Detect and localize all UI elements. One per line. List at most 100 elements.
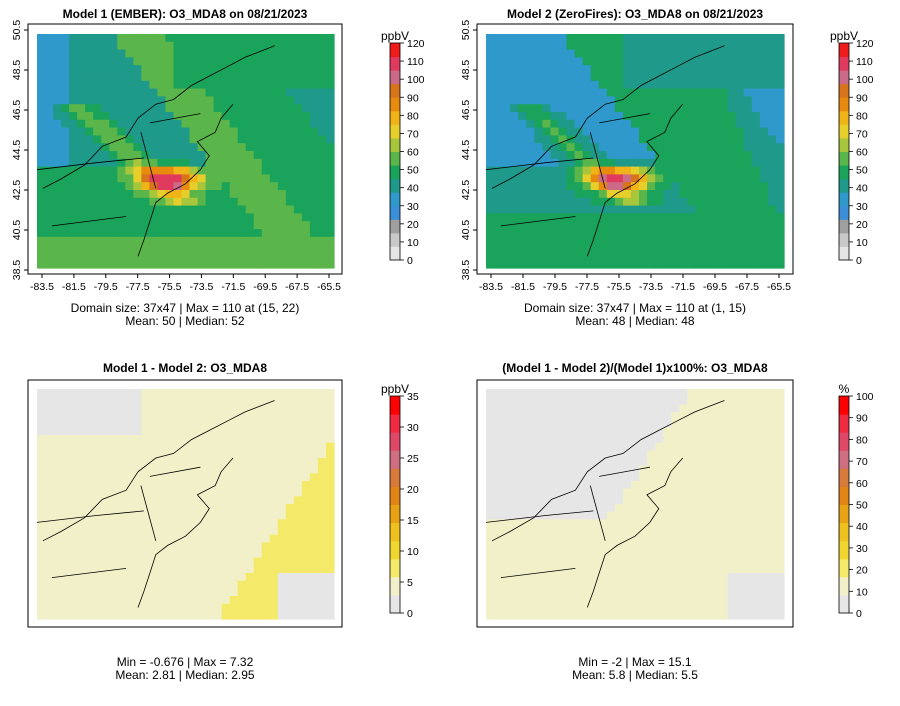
- map-cell: [759, 504, 769, 513]
- map-cell: [590, 158, 600, 168]
- map-cell: [149, 260, 159, 269]
- map-cell: [735, 65, 745, 74]
- map-cell: [639, 588, 648, 597]
- x-tick-label: -67.5: [285, 281, 309, 293]
- map-cell: [133, 527, 142, 536]
- map-cell: [518, 565, 527, 574]
- map-cell: [309, 481, 319, 490]
- map-cell: [229, 534, 239, 543]
- map-cell: [679, 450, 688, 459]
- map-cell: [590, 151, 600, 160]
- map-cell: [77, 389, 86, 398]
- map-cell: [325, 458, 335, 467]
- map-cell: [550, 65, 560, 74]
- map-cell: [590, 419, 600, 428]
- map-cell: [125, 88, 134, 97]
- map-cell: [293, 236, 303, 246]
- map-cell: [550, 119, 560, 129]
- map-cell: [558, 435, 568, 444]
- map-cell: [213, 442, 223, 451]
- map-cell: [157, 88, 167, 97]
- map-cell: [61, 442, 70, 451]
- map-cell: [125, 182, 134, 191]
- map-cell: [117, 427, 126, 436]
- map-cell: [751, 197, 761, 207]
- map-cell: [655, 550, 664, 559]
- map-cell: [93, 190, 102, 199]
- map-cell: [245, 396, 255, 405]
- map-cell: [574, 458, 584, 467]
- map-cell: [574, 88, 584, 97]
- map-cell: [165, 611, 175, 620]
- map-cell: [325, 396, 335, 405]
- map-cell: [711, 182, 721, 191]
- map-cell: [229, 197, 239, 207]
- map-cell: [133, 119, 142, 129]
- map-cell: [735, 588, 745, 597]
- map-cell: [494, 550, 503, 559]
- map-cell: [663, 127, 672, 136]
- map-cell: [486, 458, 495, 467]
- map-cell: [727, 41, 737, 51]
- map-cell: [518, 260, 527, 269]
- map-cell: [574, 252, 584, 261]
- map-cell: [221, 104, 231, 113]
- map-cell: [695, 481, 705, 490]
- map-cell: [101, 166, 110, 175]
- map-cell: [711, 151, 721, 160]
- map-cell: [37, 88, 46, 97]
- map-cell: [687, 65, 696, 74]
- map-cell: [494, 244, 503, 253]
- map-cell: [550, 481, 560, 490]
- map-cell: [85, 527, 94, 536]
- map-cell: [542, 41, 552, 51]
- map-cell: [149, 151, 159, 160]
- map-cell: [574, 519, 584, 528]
- map-cell: [711, 580, 721, 589]
- map-cell: [502, 73, 511, 82]
- map-cell: [526, 550, 535, 559]
- colorbar-segment: [390, 432, 400, 451]
- map-cell: [566, 573, 576, 582]
- map-cell: [189, 481, 199, 490]
- map-cell: [69, 596, 78, 605]
- map-cell: [767, 458, 777, 467]
- map-cell: [671, 127, 680, 136]
- map-cell: [743, 190, 753, 199]
- map-cell: [301, 442, 311, 451]
- map-cell: [542, 65, 552, 74]
- map-cell: [534, 473, 543, 482]
- map-cell: [518, 41, 527, 51]
- map-cell: [189, 182, 199, 191]
- map-cell: [53, 603, 62, 612]
- map-cell: [125, 112, 134, 121]
- map-cell: [510, 41, 519, 51]
- map-cell: [301, 104, 311, 113]
- map-cell: [695, 34, 705, 43]
- map-cell: [582, 174, 592, 183]
- map-cell: [125, 158, 134, 168]
- map-cell: [45, 135, 54, 144]
- map-cell: [606, 603, 616, 612]
- map-cell: [494, 473, 503, 482]
- map-cell: [775, 65, 785, 74]
- map-cell: [735, 174, 745, 183]
- map-cell: [590, 527, 600, 536]
- map-cell: [534, 127, 543, 136]
- map-cell: [614, 65, 624, 74]
- map-cell: [703, 435, 713, 444]
- map-cell: [663, 135, 672, 144]
- map-cell: [751, 603, 761, 612]
- map-cell: [189, 166, 199, 175]
- map-cell: [502, 213, 511, 222]
- map-cell: [237, 119, 247, 129]
- map-cell: [293, 88, 303, 97]
- map-cell: [550, 496, 560, 505]
- map-cell: [566, 450, 576, 459]
- map-cell: [149, 442, 159, 451]
- map-cell: [743, 519, 753, 528]
- map-cell: [245, 41, 255, 51]
- map-cell: [598, 236, 608, 246]
- map-cell: [566, 419, 576, 428]
- map-cell: [550, 504, 560, 513]
